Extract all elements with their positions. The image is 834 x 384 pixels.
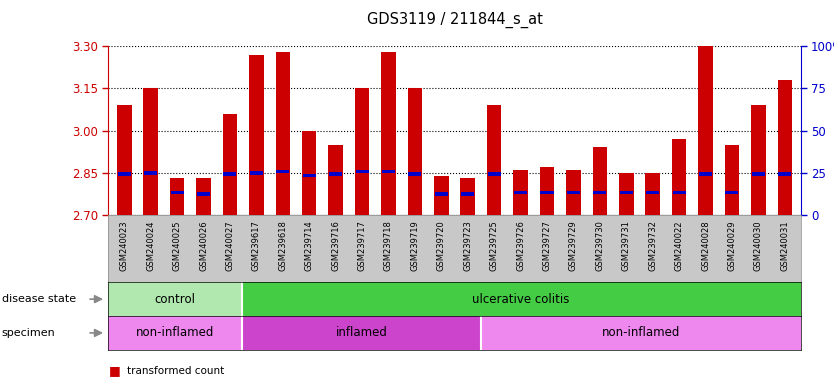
Text: control: control <box>154 293 195 306</box>
Bar <box>144 171 158 175</box>
Bar <box>223 114 237 215</box>
Bar <box>751 172 765 176</box>
Text: GSM239720: GSM239720 <box>437 220 446 271</box>
Bar <box>381 52 396 215</box>
Bar <box>567 191 580 194</box>
Bar <box>197 192 210 196</box>
Text: GSM240026: GSM240026 <box>199 220 208 271</box>
Text: GSM240022: GSM240022 <box>675 220 684 271</box>
Bar <box>646 173 660 215</box>
Bar <box>513 170 528 215</box>
Bar <box>329 172 342 176</box>
Text: GSM239727: GSM239727 <box>542 220 551 271</box>
Bar <box>698 46 713 215</box>
Bar <box>143 88 158 215</box>
Bar <box>408 88 422 215</box>
Text: GSM239729: GSM239729 <box>569 220 578 271</box>
Bar <box>540 191 554 194</box>
Bar <box>777 80 792 215</box>
Text: GSM240029: GSM240029 <box>727 220 736 271</box>
Bar <box>275 52 290 215</box>
Bar <box>355 170 369 173</box>
Bar <box>409 172 421 176</box>
Bar <box>672 191 686 194</box>
Bar <box>242 316 481 350</box>
Text: GSM240028: GSM240028 <box>701 220 710 271</box>
Text: GSM239719: GSM239719 <box>410 220 420 271</box>
Text: GSM240023: GSM240023 <box>120 220 128 271</box>
Text: GSM239732: GSM239732 <box>648 220 657 271</box>
Text: ■: ■ <box>108 364 120 377</box>
Text: GSM239717: GSM239717 <box>358 220 367 271</box>
Text: GSM239725: GSM239725 <box>490 220 499 271</box>
Bar <box>224 172 237 176</box>
Bar <box>672 139 686 215</box>
Text: inflamed: inflamed <box>335 326 387 339</box>
Bar <box>170 179 184 215</box>
Bar <box>487 105 501 215</box>
Bar <box>751 105 766 215</box>
Bar <box>117 105 132 215</box>
Text: GSM240031: GSM240031 <box>781 220 789 271</box>
Text: GSM240027: GSM240027 <box>225 220 234 271</box>
Bar <box>250 171 263 175</box>
Text: GSM239617: GSM239617 <box>252 220 261 271</box>
Bar <box>171 191 183 194</box>
Bar <box>646 191 659 194</box>
Bar <box>242 282 801 316</box>
Bar <box>481 316 801 350</box>
Text: transformed count: transformed count <box>127 366 224 376</box>
Text: ulcerative colitis: ulcerative colitis <box>472 293 570 306</box>
Bar <box>249 55 264 215</box>
Bar <box>302 131 316 215</box>
Text: non-inflamed: non-inflamed <box>136 326 214 339</box>
Text: non-inflamed: non-inflamed <box>601 326 680 339</box>
Text: GSM239718: GSM239718 <box>384 220 393 271</box>
Bar <box>593 191 606 194</box>
Bar <box>699 172 712 176</box>
Text: GSM239723: GSM239723 <box>463 220 472 271</box>
Bar <box>726 191 738 194</box>
Text: specimen: specimen <box>2 328 55 338</box>
Bar <box>540 167 555 215</box>
Text: GSM239726: GSM239726 <box>516 220 525 271</box>
Bar <box>108 282 242 316</box>
Bar <box>593 147 607 215</box>
Bar <box>461 192 475 196</box>
Bar <box>778 172 791 176</box>
Text: GSM239730: GSM239730 <box>595 220 605 271</box>
Bar <box>435 192 448 196</box>
Bar <box>434 175 449 215</box>
Bar <box>566 170 580 215</box>
Text: GSM239731: GSM239731 <box>622 220 631 271</box>
Text: GDS3119 / 211844_s_at: GDS3119 / 211844_s_at <box>367 12 542 28</box>
Text: GSM239618: GSM239618 <box>279 220 287 271</box>
Bar <box>118 172 131 176</box>
Text: GSM239714: GSM239714 <box>304 220 314 271</box>
Bar <box>108 316 242 350</box>
Text: disease state: disease state <box>2 294 76 304</box>
Text: GSM240024: GSM240024 <box>146 220 155 271</box>
Text: GSM240025: GSM240025 <box>173 220 182 271</box>
Bar <box>488 172 500 176</box>
Text: GSM239716: GSM239716 <box>331 220 340 271</box>
Bar <box>329 145 343 215</box>
Text: GSM240030: GSM240030 <box>754 220 763 271</box>
Bar <box>514 191 527 194</box>
Bar <box>460 179 475 215</box>
Bar <box>303 174 316 177</box>
Bar <box>276 170 289 173</box>
Bar <box>382 170 395 173</box>
Bar <box>619 173 634 215</box>
Bar <box>620 191 633 194</box>
Bar <box>354 88 369 215</box>
Bar <box>196 179 211 215</box>
Bar <box>725 145 739 215</box>
